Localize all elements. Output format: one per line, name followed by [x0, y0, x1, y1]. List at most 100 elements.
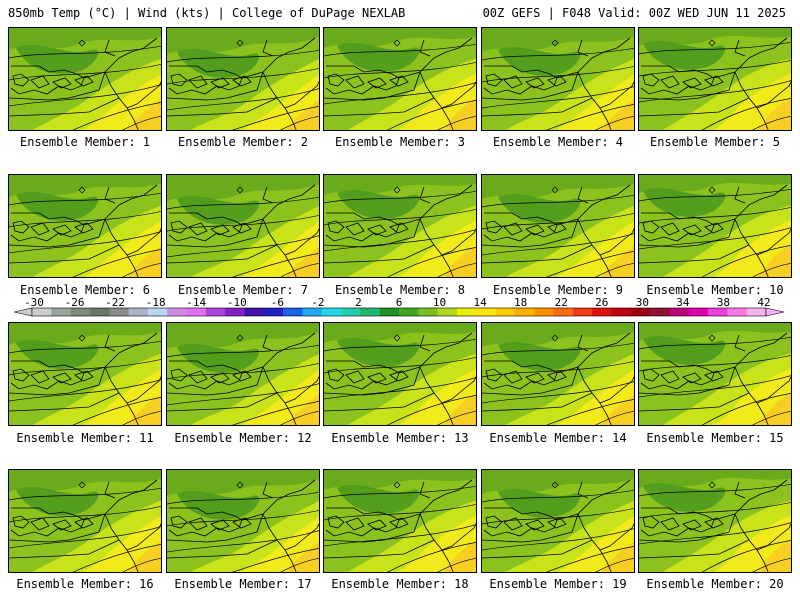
ensemble-member-map	[638, 174, 792, 278]
colorbar-tick-label: 10	[433, 296, 446, 309]
colorbar-swatch	[727, 308, 747, 316]
colorbar-swatch	[669, 308, 690, 316]
ensemble-member-map	[481, 27, 635, 131]
colorbar-swatch	[456, 308, 477, 316]
colorbar-swatch	[514, 308, 535, 316]
ensemble-member-map	[323, 322, 477, 426]
colorbar-tick-label: -26	[65, 296, 85, 309]
colorbar-swatch	[399, 308, 419, 316]
colorbar-swatch	[341, 308, 361, 316]
ensemble-member-map	[481, 469, 635, 573]
ensemble-member-label: Ensemble Member: 12	[174, 431, 312, 445]
ensemble-member-map	[8, 322, 162, 426]
colorbar-swatch	[32, 308, 52, 316]
ensemble-member-label: Ensemble Member: 19	[489, 577, 627, 591]
ensemble-member-label: Ensemble Member: 6	[19, 283, 151, 297]
ensemble-member-map	[481, 322, 635, 426]
ensemble-member-label: Ensemble Member: 7	[177, 283, 309, 297]
colorbar-swatch	[418, 308, 438, 316]
ensemble-member-label: Ensemble Member: 9	[492, 283, 624, 297]
colorbar-swatch	[360, 308, 380, 316]
colorbar-swatch	[283, 308, 303, 316]
colorbar-tick-label: -18	[146, 296, 166, 309]
ensemble-member-map	[638, 322, 792, 426]
colorbar-tick-label: 22	[555, 296, 568, 309]
colorbar-swatch	[205, 308, 226, 316]
ensemble-member-label: Ensemble Member: 13	[331, 431, 469, 445]
colorbar-swatch	[244, 308, 265, 316]
model-run-info: 00Z GEFS | F048 Valid: 00Z WED JUN 11 20…	[482, 6, 786, 20]
colorbar-swatch	[476, 308, 496, 316]
ensemble-member-map	[8, 27, 162, 131]
colorbar-swatch	[688, 308, 709, 316]
colorbar-swatch	[650, 308, 670, 316]
colorbar-tick-label: 30	[636, 296, 649, 309]
ensemble-member-label: Ensemble Member: 18	[331, 577, 469, 591]
ensemble-member-label: Ensemble Member: 20	[646, 577, 784, 591]
colorbar-swatch	[495, 308, 516, 316]
colorbar-swatch	[437, 308, 458, 316]
colorbar-tick-label: -14	[186, 296, 206, 309]
ensemble-member-label: Ensemble Member: 14	[489, 431, 627, 445]
colorbar-swatch	[534, 308, 554, 316]
colorbar-swatch	[302, 308, 323, 316]
colorbar-right-arrow	[765, 307, 785, 317]
colorbar-swatch	[572, 308, 593, 316]
colorbar-swatch	[592, 308, 612, 316]
colorbar-tick-label: -2	[311, 296, 324, 309]
colorbar-swatch	[746, 308, 767, 316]
ensemble-member-label: Ensemble Member: 17	[174, 577, 312, 591]
ensemble-member-map	[8, 174, 162, 278]
colorbar-swatch	[263, 308, 284, 316]
colorbar-tick-label: 6	[396, 296, 403, 309]
ensemble-member-label: Ensemble Member: 2	[177, 135, 309, 149]
ensemble-member-map	[166, 469, 320, 573]
colorbar-tick-label: 42	[757, 296, 770, 309]
ensemble-member-map	[166, 174, 320, 278]
ensemble-member-label: Ensemble Member: 3	[334, 135, 466, 149]
colorbar-swatch	[708, 308, 728, 316]
ensemble-member-map	[8, 469, 162, 573]
ensemble-member-label: Ensemble Member: 11	[16, 431, 154, 445]
colorbar-tick-label: -6	[271, 296, 284, 309]
ensemble-member-map	[166, 27, 320, 131]
colorbar-tick-label: 2	[355, 296, 362, 309]
ensemble-member-label: Ensemble Member: 16	[16, 577, 154, 591]
colorbar-swatch	[51, 308, 71, 316]
ensemble-member-label: Ensemble Member: 8	[334, 283, 466, 297]
ensemble-member-label: Ensemble Member: 10	[646, 283, 784, 297]
colorbar-swatch	[70, 308, 91, 316]
colorbar-swatch	[379, 308, 400, 316]
colorbar-swatch	[167, 308, 187, 316]
colorbar-swatch	[225, 308, 245, 316]
temperature-colorbar: -30 -26 -22 -18 -14 -10 -6 -2 2 6 10 14 18 22 26 30 34 38…	[13, 296, 785, 317]
colorbar-swatch	[611, 308, 632, 316]
colorbar-swatch	[553, 308, 574, 316]
colorbar-swatch	[321, 308, 342, 316]
ensemble-member-map	[166, 322, 320, 426]
colorbar-swatch	[186, 308, 207, 316]
map-title: 850mb Temp (°C) | Wind (kts) | College o…	[8, 6, 406, 20]
colorbar-tick-label: -10	[227, 296, 247, 309]
ensemble-member-label: Ensemble Member: 5	[649, 135, 781, 149]
colorbar-swatch	[128, 308, 149, 316]
ensemble-member-map	[638, 27, 792, 131]
colorbar-tick-label: 14	[473, 296, 487, 309]
ensemble-member-map	[323, 27, 477, 131]
ensemble-member-label: Ensemble Member: 4	[492, 135, 624, 149]
ensemble-member-map	[638, 469, 792, 573]
colorbar-swatch	[109, 308, 129, 316]
ensemble-member-map	[323, 174, 477, 278]
colorbar-tick-label: -30	[24, 296, 44, 309]
ensemble-member-label: Ensemble Member: 1	[19, 135, 151, 149]
colorbar-swatch	[630, 308, 651, 316]
ensemble-member-label: Ensemble Member: 15	[646, 431, 784, 445]
colorbar-tick-label: 34	[676, 296, 690, 309]
ensemble-member-map	[323, 469, 477, 573]
colorbar-tick-label: -22	[105, 296, 125, 309]
ensemble-member-map	[481, 174, 635, 278]
colorbar-swatch	[147, 308, 168, 316]
colorbar-tick-label: 26	[595, 296, 608, 309]
colorbar-left-arrow	[13, 307, 33, 317]
colorbar-tick-label: 38	[717, 296, 730, 309]
